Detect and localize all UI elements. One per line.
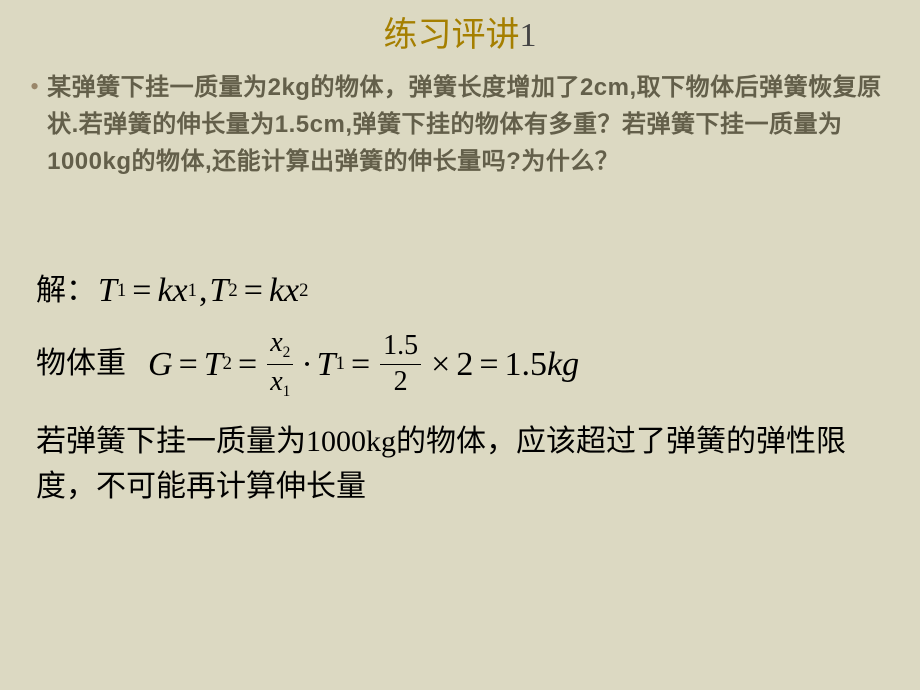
- fraction-x2-x1: x2 x1: [267, 328, 293, 401]
- den-x: x: [270, 366, 282, 397]
- den-2: 2: [391, 367, 411, 398]
- num-2: 2: [456, 334, 473, 395]
- sub: 1: [117, 274, 126, 308]
- line2-prefix: 物体重: [36, 337, 126, 391]
- title-number: 1: [520, 17, 537, 54]
- frac-bar: [267, 364, 293, 365]
- comma: ,: [197, 260, 210, 321]
- var-x1: x: [173, 260, 188, 321]
- problem-text: 某弹簧下挂一质量为2kg的物体，弹簧长度增加了2cm,取下物体后弹簧恢复原状.若…: [47, 69, 884, 181]
- solution-line-2: 物体重 G = T2 = x2 x1 · T1 = 1.5 2: [36, 328, 884, 401]
- eq-sign: =: [126, 260, 157, 321]
- var-T2: T: [204, 334, 223, 395]
- num-x: x: [270, 327, 282, 358]
- solution-block: 解： T1 = kx1 , T2 = kx2 物体重 G = T2 = x2: [36, 260, 884, 508]
- var-G: G: [148, 334, 173, 395]
- var-x2: x: [284, 260, 299, 321]
- slide-title: 练习评讲1: [36, 16, 884, 57]
- result-1p5: 1.5: [505, 334, 548, 395]
- var-T2: T: [209, 260, 228, 321]
- sub: 1: [283, 383, 291, 400]
- var-T1: T: [98, 260, 117, 321]
- dot-op: ·: [297, 334, 316, 395]
- frac-bar: [380, 364, 421, 365]
- unit-kg: kg: [547, 334, 579, 395]
- num-1p5: 1.5: [380, 331, 421, 362]
- sub: 2: [228, 274, 237, 308]
- sub: 1: [188, 274, 197, 308]
- solution-line-3: 若弹簧下挂一质量为1000kg的物体，应该超过了弹簧的弹性限度，不可能再计算伸长…: [36, 419, 884, 509]
- eq-sign: =: [345, 334, 376, 395]
- problem-block: • 某弹簧下挂一质量为2kg的物体，弹簧长度增加了2cm,取下物体后弹簧恢复原状…: [30, 69, 884, 181]
- eq-sign: =: [173, 334, 204, 395]
- eq2: G = T2 = x2 x1 · T1 = 1.5 2 × 2: [148, 328, 579, 401]
- eq-sign: =: [238, 260, 269, 321]
- var-k: k: [157, 260, 172, 321]
- eq-sign: =: [232, 334, 263, 395]
- bullet-icon: •: [30, 73, 39, 102]
- solution-line-1: 解： T1 = kx1 , T2 = kx2: [36, 260, 884, 321]
- sub: 1: [336, 347, 345, 381]
- slide: 练习评讲1 • 某弹簧下挂一质量为2kg的物体，弹簧长度增加了2cm,取下物体后…: [0, 0, 920, 690]
- eq-sign: =: [473, 334, 504, 395]
- sub: 2: [299, 274, 308, 308]
- eq1: T1 = kx1 , T2 = kx2: [98, 260, 308, 321]
- var-T1: T: [317, 334, 336, 395]
- title-text: 练习评讲: [384, 17, 520, 54]
- solution-prefix: 解：: [36, 264, 96, 318]
- times-op: ×: [425, 334, 456, 395]
- sub: 2: [223, 347, 232, 381]
- sub: 2: [283, 344, 291, 361]
- fraction-1p5-2: 1.5 2: [380, 331, 421, 398]
- var-k: k: [269, 260, 284, 321]
